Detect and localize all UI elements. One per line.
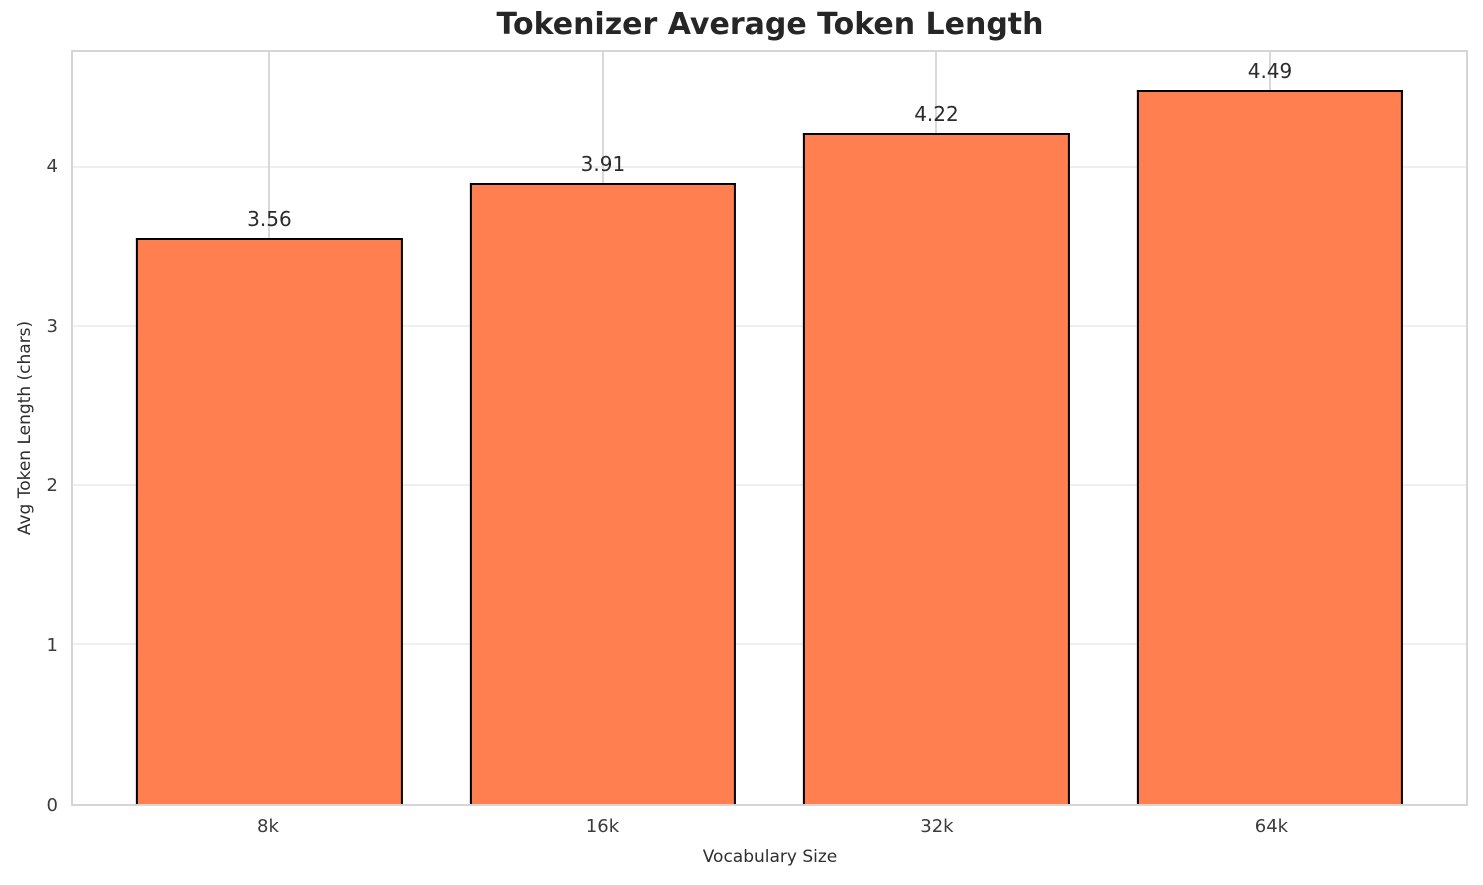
x-axis-label: Vocabulary Size — [702, 847, 838, 867]
x-tick-label: 32k — [920, 816, 954, 837]
y-tick-label: 2 — [46, 475, 58, 497]
y-tick-label: 0 — [46, 795, 58, 816]
y-tick-label: 3 — [46, 315, 58, 337]
y-tick-label: 4 — [46, 155, 58, 177]
y-tick-label: 1 — [46, 635, 58, 657]
bar-value-label: 4.49 — [1247, 59, 1293, 84]
bar-32k — [803, 133, 1070, 804]
bar-64k — [1136, 90, 1404, 804]
plot-area: 3.56 3.91 4.22 4.49 — [71, 50, 1468, 806]
horizontal-gridline — [73, 643, 1466, 646]
y-axis-label: Avg Token Length (chars) — [15, 320, 35, 536]
horizontal-gridline — [73, 325, 1466, 328]
chart-title: Tokenizer Average Token Length — [496, 7, 1044, 42]
bar-value-label: 3.91 — [580, 151, 626, 176]
bar-value-label: 4.22 — [914, 102, 959, 127]
x-tick-label: 64k — [1254, 816, 1289, 837]
bar-8k — [136, 238, 403, 804]
x-tick-label: 16k — [585, 816, 620, 837]
x-tick-label: 8k — [257, 816, 279, 837]
bar-value-label: 3.56 — [247, 207, 292, 232]
horizontal-gridline — [73, 484, 1466, 487]
bar-16k — [469, 182, 737, 804]
horizontal-gridline — [73, 166, 1466, 169]
